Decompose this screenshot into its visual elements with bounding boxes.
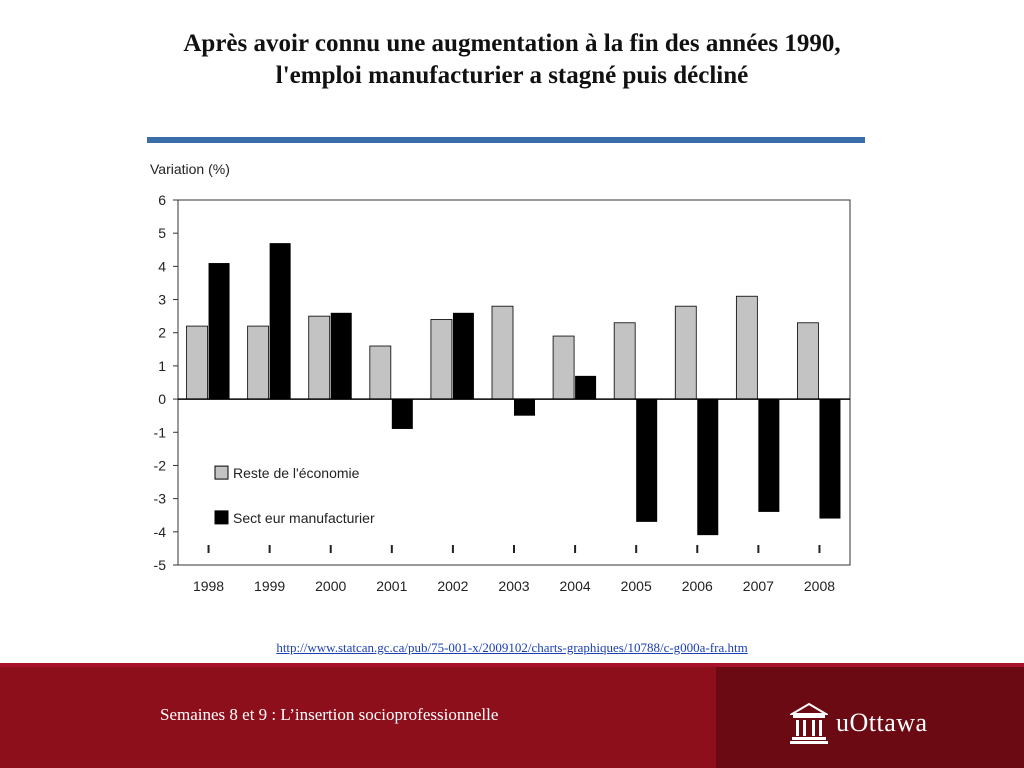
chart-accent-rule [147, 137, 865, 143]
y-tick-label: 2 [158, 325, 166, 341]
bar-reste-economie [491, 305, 514, 400]
x-tick-label: 2004 [560, 578, 591, 594]
bar-reste-economie [369, 345, 392, 400]
x-tick-label: 2003 [498, 578, 529, 594]
bar-secteur-manufacturier [819, 399, 841, 519]
y-tick-label: 0 [158, 391, 166, 407]
x-tick-label: 2001 [376, 578, 407, 594]
y-tick-label: -1 [154, 424, 167, 440]
bar-reste-economie [613, 322, 636, 400]
uottawa-wordmark: uOttawa [836, 708, 928, 737]
y-tick-label: -3 [154, 491, 167, 507]
footer-logo-panel [716, 667, 1024, 768]
y-tick-label: 1 [158, 358, 166, 374]
x-tick-label: 2008 [804, 578, 835, 594]
slide-title-line-1: Après avoir connu une augmentation à la … [183, 30, 841, 57]
y-tick-label: 4 [158, 258, 166, 274]
bar-reste-economie [247, 325, 270, 400]
footer-bar: Semaines 8 et 9 : L’insertion socioprofe… [0, 663, 1024, 768]
footer-course-text: Semaines 8 et 9 : L’insertion socioprofe… [160, 705, 499, 724]
y-tick-label: 3 [158, 292, 166, 308]
x-tick-label: 1998 [193, 578, 224, 594]
bar-reste-economie [308, 315, 331, 400]
bar-secteur-manufacturier [208, 263, 230, 400]
university-building-icon [790, 702, 828, 744]
bar-reste-economie [797, 322, 819, 400]
bar-reste-economie [735, 295, 758, 400]
bar-secteur-manufacturier [697, 399, 719, 536]
legend-swatch [214, 465, 229, 480]
x-tick-label: 2007 [743, 578, 774, 594]
bar-secteur-manufacturier [575, 375, 597, 400]
x-tick-label: 2000 [315, 578, 346, 594]
plot-frame [177, 199, 851, 566]
legend-label: Sect eur manufacturier [233, 510, 375, 526]
y-axis-label: Variation (%) [150, 161, 230, 177]
slide-title-line-2: l'emploi manufacturier a stagné puis déc… [275, 62, 749, 89]
x-tick-label: 2005 [621, 578, 652, 594]
y-tick-label: 6 [158, 192, 166, 208]
y-tick-label: -5 [154, 557, 167, 573]
uottawa-logo[interactable]: uOttawa [790, 699, 928, 747]
bar-secteur-manufacturier [391, 399, 413, 429]
bar-chart: Variation (%) 6 5 4 3 2 1 0 -1 -2 -3 -4 -5 1998 1999 20… [135, 125, 865, 605]
slide-title: Après avoir connu une augmentation à la … [0, 28, 1024, 92]
legend-label: Reste de l'économie [233, 465, 360, 481]
bar-reste-economie [186, 325, 208, 400]
bar-secteur-manufacturier [758, 399, 780, 512]
y-tick-label: -2 [154, 457, 167, 473]
bar-secteur-manufacturier [452, 312, 474, 400]
x-tick-label: 2002 [437, 578, 468, 594]
source-link[interactable]: http://www.statcan.gc.ca/pub/75-001-x/20… [276, 640, 748, 655]
y-tick-label: -4 [154, 524, 167, 540]
bar-reste-economie [674, 305, 697, 400]
bar-secteur-manufacturier [514, 399, 535, 416]
bar-secteur-manufacturier [636, 399, 658, 522]
bar-reste-economie [552, 335, 575, 400]
x-tick-label: 2006 [682, 578, 713, 594]
x-tick-label: 1999 [254, 578, 285, 594]
footer-divider [0, 663, 1024, 667]
bar-secteur-manufacturier [330, 312, 352, 400]
legend-swatch [214, 510, 229, 525]
bar-secteur-manufacturier [269, 243, 291, 400]
y-tick-label: 5 [158, 225, 166, 241]
bar-reste-economie [430, 319, 453, 400]
